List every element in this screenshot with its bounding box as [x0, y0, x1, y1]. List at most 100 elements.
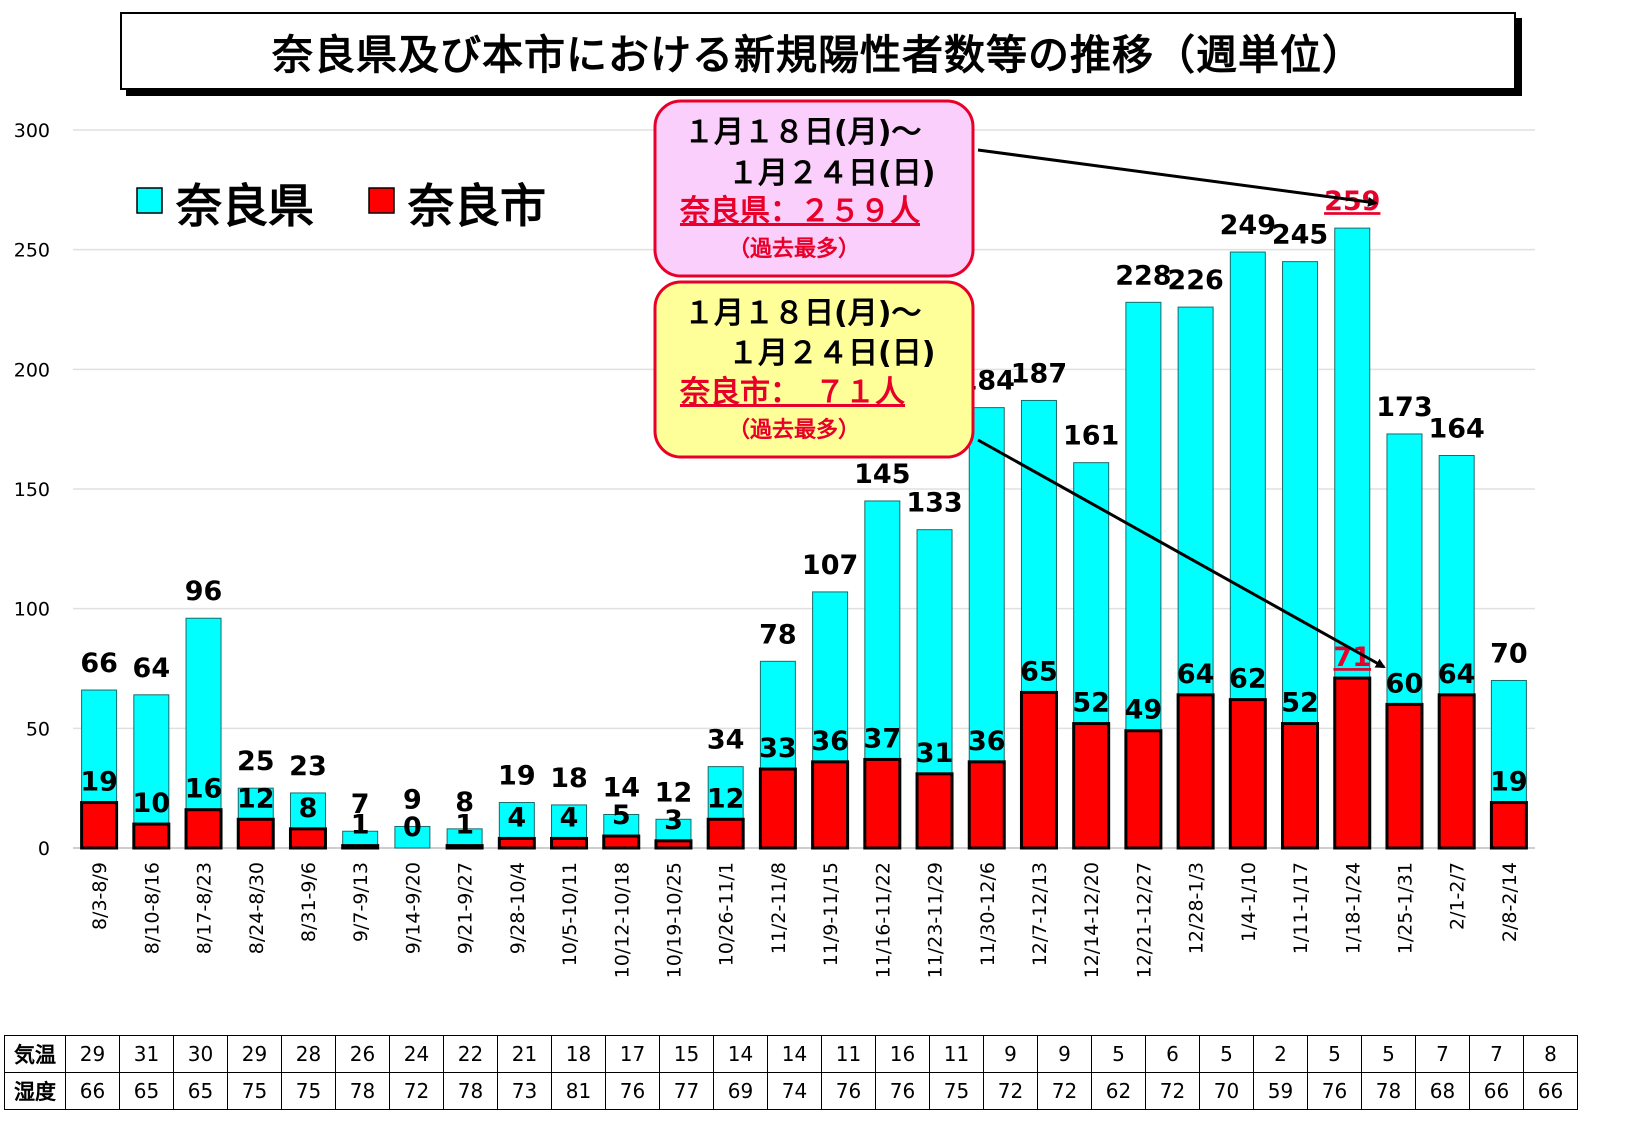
humidity-cell: 81 — [551, 1072, 606, 1110]
data-label-prefecture: 34 — [707, 725, 745, 756]
bar-city — [184, 808, 223, 850]
data-label-prefecture: 12 — [655, 777, 693, 808]
data-label-city: 65 — [1020, 656, 1058, 687]
data-label-city: 10 — [133, 788, 171, 819]
bar-city — [550, 836, 589, 850]
page-title: 奈良県及び本市における新規陽性者数等の推移（週単位） — [272, 31, 1364, 79]
data-label-city: 19 — [1490, 767, 1528, 798]
humidity-cell: 76 — [821, 1072, 876, 1110]
data-label-city: 4 — [507, 802, 526, 833]
legend-label-prefecture: 奈良県 — [175, 179, 314, 233]
bar-city — [80, 801, 119, 850]
data-label-prefecture: 226 — [1167, 265, 1223, 296]
x-tick-label: 10/26-11/1 — [716, 862, 738, 966]
humidity-row: 湿度 66 65 65 75 75 78 72 78 73 81 76 77 69 74 76 76 75 72 7… — [4, 1072, 1578, 1110]
data-label-prefecture: 187 — [1011, 358, 1067, 389]
data-label-prefecture: 96 — [185, 576, 223, 607]
x-tick-label: 11/9-11/15 — [820, 862, 842, 966]
y-tick-label: 250 — [14, 240, 50, 262]
humidity-cell: 66 — [65, 1072, 120, 1110]
temperature-cell: 22 — [443, 1035, 498, 1073]
data-label-prefecture: 245 — [1272, 220, 1328, 251]
legend: 奈良県 奈良市 — [136, 179, 546, 233]
data-label-city: 36 — [968, 726, 1006, 757]
temperature-cell: 21 — [497, 1035, 552, 1073]
data-label-city: 5 — [612, 800, 631, 831]
x-tick-label: 1/4-1/10 — [1238, 862, 1260, 942]
bar-city — [1019, 690, 1058, 850]
temperature-cell: 14 — [767, 1035, 822, 1073]
temperature-cell: 11 — [821, 1035, 876, 1073]
x-tick-label: 11/16-11/22 — [872, 862, 894, 978]
bar-city — [967, 760, 1006, 850]
callout-city-line2: １月２４日(日) — [728, 336, 935, 371]
x-tick-label: 9/21-9/27 — [455, 862, 477, 954]
humidity-cell: 76 — [875, 1072, 930, 1110]
bar-city — [1281, 722, 1320, 850]
bar-city — [1072, 722, 1111, 850]
data-label-prefecture: 78 — [759, 619, 797, 650]
data-label-city: 0 — [403, 812, 422, 843]
x-tick-label: 2/1-2/7 — [1447, 862, 1469, 930]
bar-city — [445, 844, 484, 850]
humidity-cell: 69 — [713, 1072, 768, 1110]
temperature-cell: 17 — [605, 1035, 660, 1073]
data-label-prefecture: 14 — [602, 772, 640, 803]
callout-prefecture: １月１８日(月)～ １月２４日(日) 奈良県：２５９人 （過去最多） — [653, 99, 975, 278]
temperature-cell: 7 — [1469, 1035, 1524, 1073]
data-label-prefecture: 173 — [1376, 392, 1432, 423]
bar-city — [132, 822, 171, 850]
data-label-city: 36 — [811, 726, 849, 757]
temperature-cell: 28 — [281, 1035, 336, 1073]
x-tick-label: 12/28-1/3 — [1186, 862, 1208, 954]
bar-city — [341, 844, 380, 850]
x-tick-label: 12/14-12/20 — [1081, 862, 1103, 978]
temperature-cell: 8 — [1523, 1035, 1578, 1073]
temperature-cell: 18 — [551, 1035, 606, 1073]
data-label-prefecture: 249 — [1220, 210, 1276, 241]
callout-city: １月１８日(月)～ １月２４日(日) 奈良市： ７１人 （過去最多） — [653, 280, 975, 459]
temperature-cell: 15 — [659, 1035, 714, 1073]
data-label-prefecture: 64 — [133, 653, 171, 684]
data-label-city: 60 — [1386, 668, 1424, 699]
bar-prefecture — [394, 825, 431, 849]
legend-swatch-prefecture — [136, 187, 163, 214]
data-label-prefecture: 9 — [403, 784, 422, 815]
y-tick-label: 150 — [14, 479, 50, 501]
data-label-city: 16 — [185, 774, 223, 805]
bar-city — [1124, 729, 1163, 850]
humidity-cell: 78 — [335, 1072, 390, 1110]
data-label-city: 62 — [1229, 664, 1267, 695]
temperature-cell: 14 — [713, 1035, 768, 1073]
y-tick-label: 50 — [26, 718, 50, 740]
temperature-cell: 16 — [875, 1035, 930, 1073]
x-tick-label: 9/28-10/4 — [507, 862, 529, 954]
humidity-cell: 72 — [389, 1072, 444, 1110]
data-label-prefecture: 23 — [289, 751, 327, 782]
title-box: 奈良県及び本市における新規陽性者数等の推移（週単位） — [120, 12, 1516, 90]
temperature-cell: 5 — [1199, 1035, 1254, 1073]
bar-prefecture — [133, 694, 170, 849]
temperature-cell: 7 — [1415, 1035, 1470, 1073]
temperature-cell: 31 — [119, 1035, 174, 1073]
bar-city — [1228, 698, 1267, 850]
x-tick-label: 8/3-8/9 — [89, 862, 111, 930]
humidity-cell: 76 — [1307, 1072, 1362, 1110]
data-label-city: 31 — [916, 738, 954, 769]
bar-city — [758, 767, 797, 850]
y-tick-label: 0 — [38, 838, 50, 860]
legend-swatch-city — [368, 187, 395, 214]
data-label-city: 1 — [351, 810, 370, 841]
bar-city — [863, 757, 902, 850]
bar-city — [811, 760, 850, 850]
data-label-city: 12 — [237, 783, 275, 814]
humidity-cell: 76 — [605, 1072, 660, 1110]
y-tick-label: 100 — [14, 599, 50, 621]
x-tick-label: 8/24-8/30 — [246, 862, 268, 954]
data-label-prefecture: 161 — [1063, 421, 1119, 452]
callout-city-line3: 奈良市： ７１人 — [679, 375, 905, 410]
temperature-row: 気温 29 31 30 29 28 26 24 22 21 18 17 15 14 14 11 16 11 9 9 5… — [4, 1035, 1578, 1073]
bar-city — [497, 836, 536, 850]
humidity-cell: 74 — [767, 1072, 822, 1110]
data-label-city: 8 — [299, 793, 318, 824]
